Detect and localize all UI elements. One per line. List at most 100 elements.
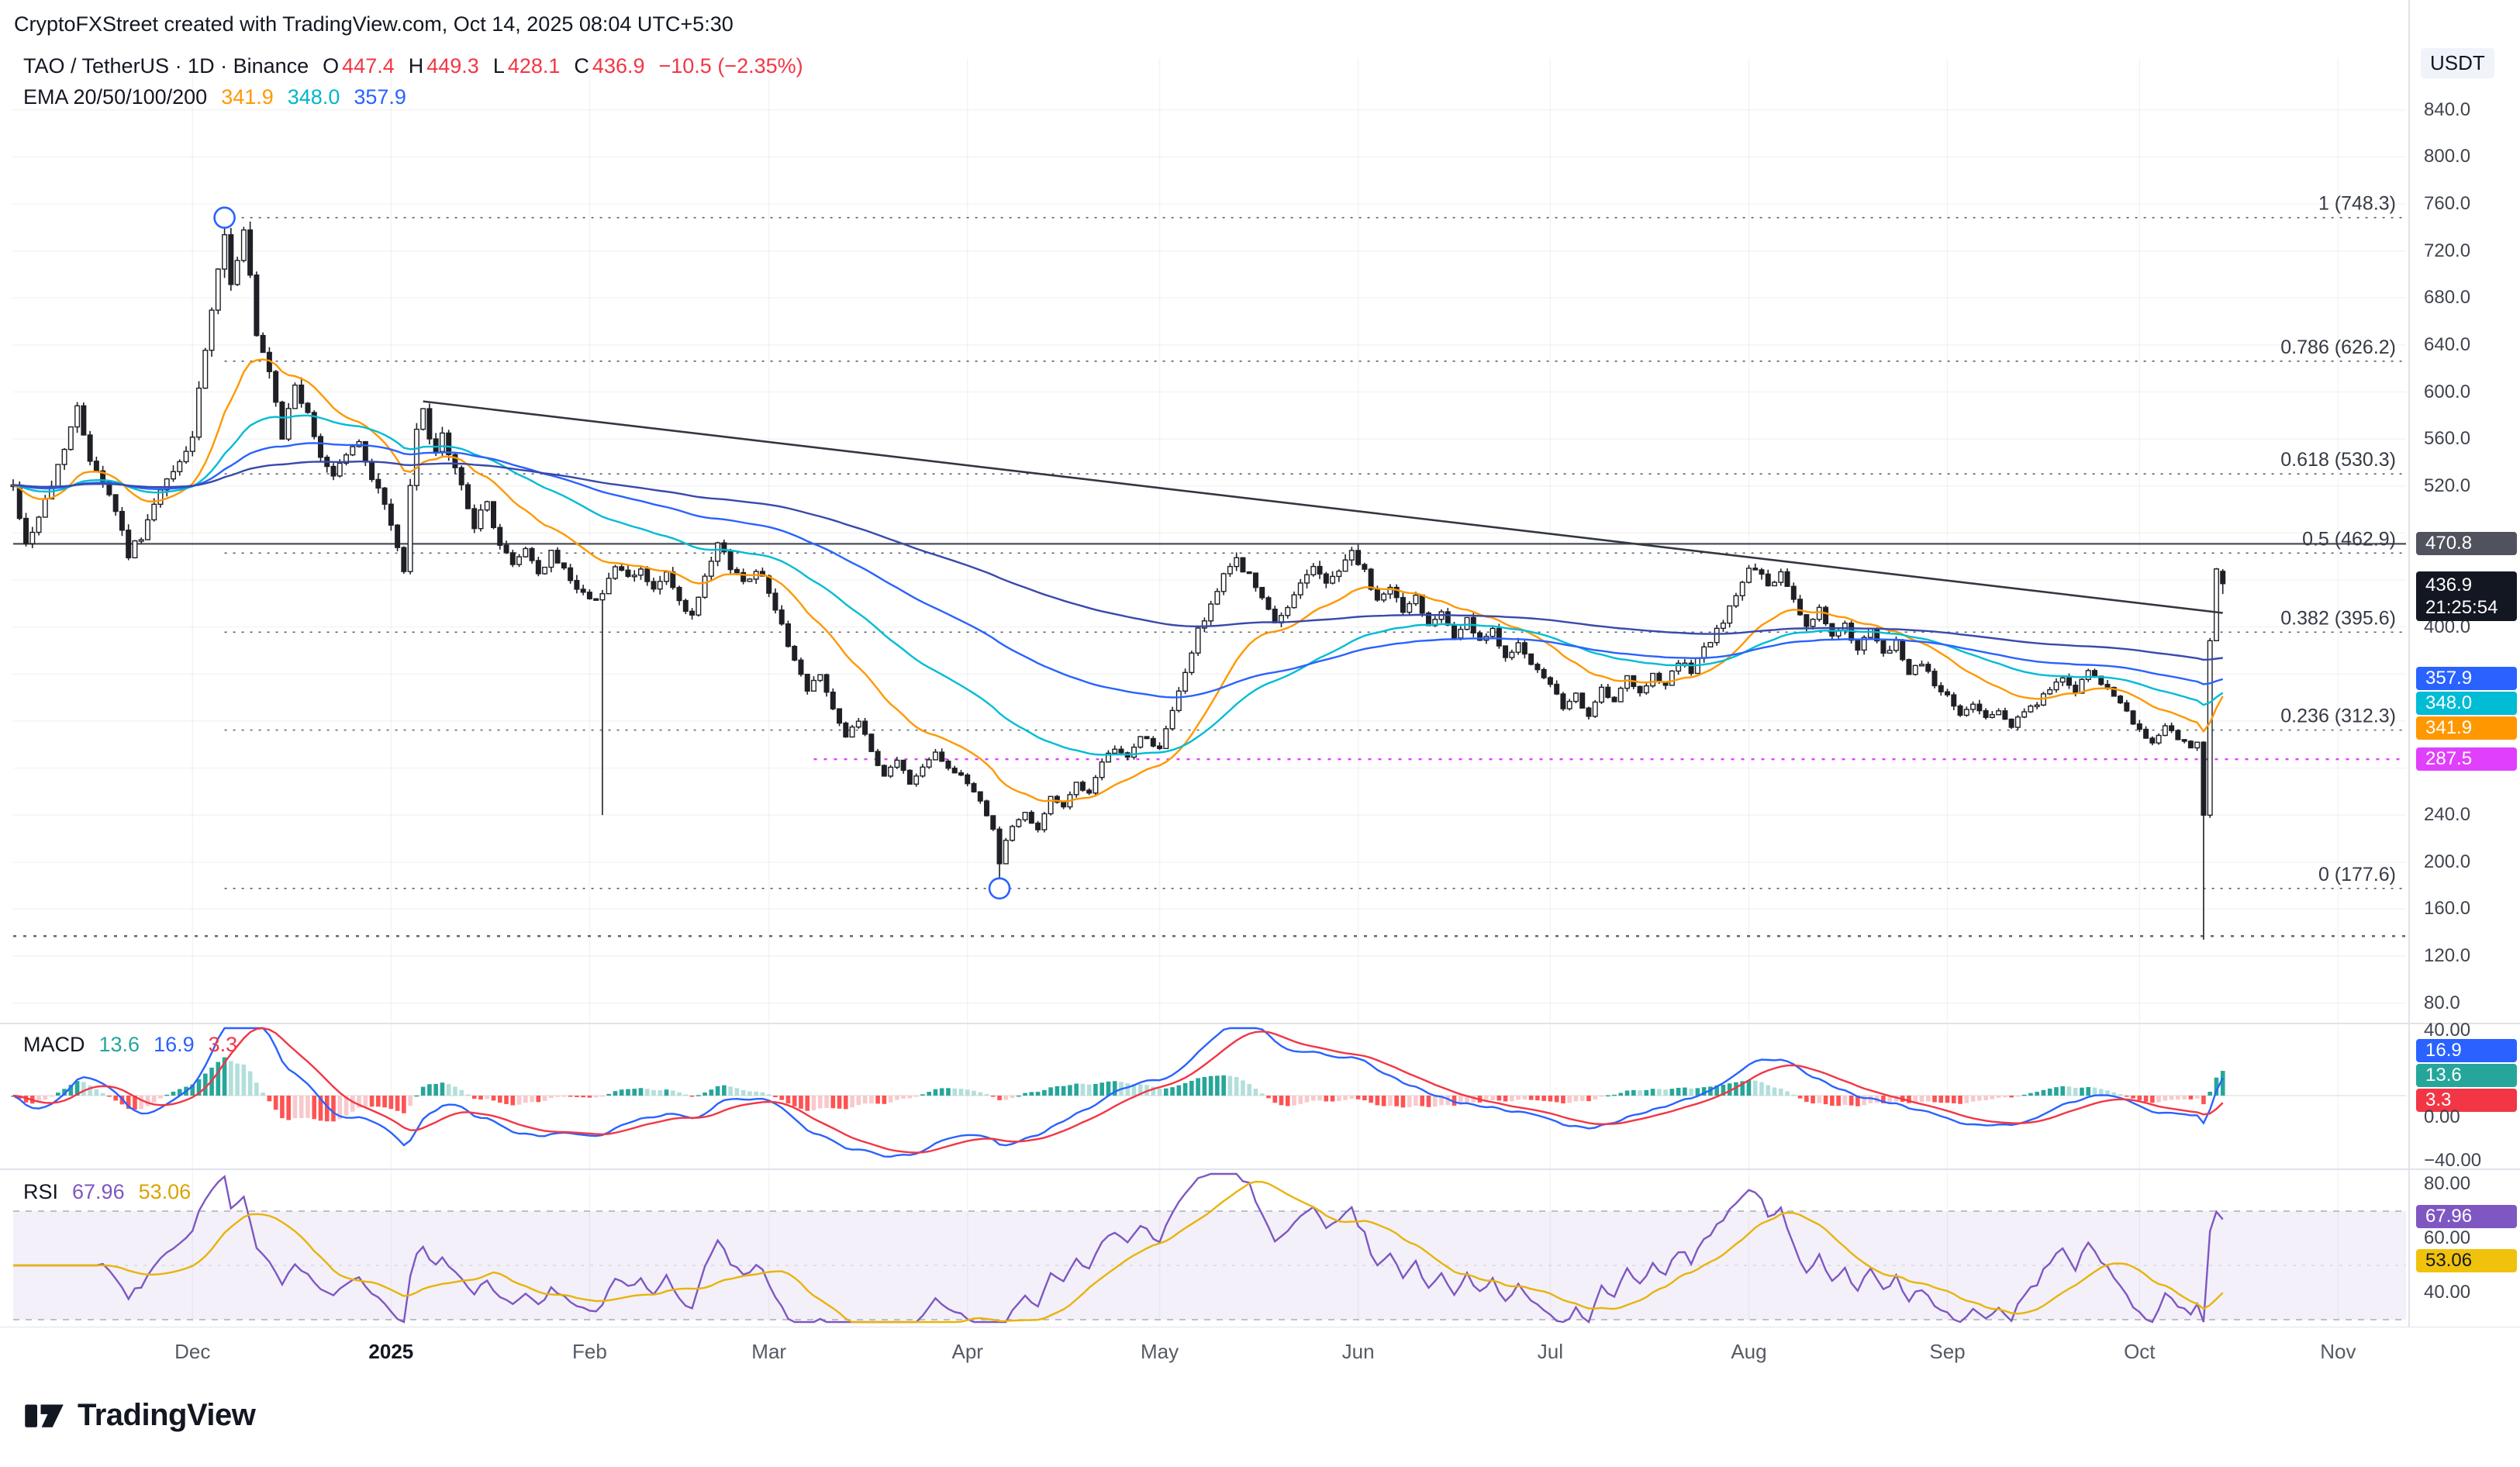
time-axis[interactable]: Dec 2025 Feb Mar Apr May Jun Jul Aug Sep Oct Nov [0, 1327, 2520, 1382]
rsi-tick-label: 80.00 [2424, 1173, 2471, 1194]
fib-level-label: 0.236 (312.3) [2280, 706, 2396, 727]
ema100-price-label: 357.9 [2416, 667, 2517, 690]
symbol-legend: TAO / TetherUS · 1D · Binance O 447.4 H 44… [23, 54, 803, 78]
ohlc-low-label: L [492, 54, 505, 78]
fib-level-label: 0 (177.6) [2318, 864, 2396, 885]
price-tick-label: 680.0 [2424, 287, 2471, 309]
ema50-legend-value: 348.0 [287, 85, 340, 109]
bar-countdown: 21:25:54 [2425, 596, 2498, 618]
ohlc-high: H 449.3 [409, 54, 479, 78]
price-tick-label: 80.0 [2424, 992, 2460, 1013]
ema200-line [12, 461, 2223, 661]
time-axis-label-may: May [1140, 1340, 1179, 1363]
price-tick-label: 760.0 [2424, 192, 2471, 214]
descending-trendline[interactable] [423, 400, 2223, 614]
rsi-legend-label[interactable]: RSI [23, 1180, 59, 1203]
time-axis-label-jun: Jun [1341, 1340, 1375, 1363]
price-tick-label: 840.0 [2424, 98, 2471, 120]
price-tick-label: 240.0 [2424, 804, 2471, 826]
ema100-legend-value: 357.9 [354, 85, 406, 109]
fib-anchor-marker[interactable] [213, 206, 236, 230]
rsi-ma-scale-label: 53.06 [2416, 1249, 2517, 1273]
time-axis-label-sep: Sep [1929, 1340, 1966, 1363]
price-tick-label: 200.0 [2424, 851, 2471, 872]
price-tick-label: 800.0 [2424, 146, 2471, 167]
macd-histogram [11, 1057, 2225, 1122]
ohlc-low: L 428.1 [493, 54, 561, 78]
fib-level-label: 1 (748.3) [2318, 193, 2396, 215]
time-axis-label-apr: Apr [951, 1340, 983, 1363]
macd-line-scale-label: 16.9 [2416, 1039, 2517, 1062]
price-tick-label: 640.0 [2424, 333, 2471, 355]
ohlc-change-value: −10.5 (−2.35%) [658, 54, 803, 78]
ema20-price-label: 341.9 [2416, 716, 2517, 740]
ohlc-open-label: O [323, 54, 340, 78]
time-axis-label-2025: 2025 [368, 1340, 414, 1363]
ohlc-high-label: H [408, 54, 424, 78]
time-axis-label-jul: Jul [1537, 1340, 1564, 1363]
credit-bar: CryptoFXStreet created with TradingView.… [14, 12, 734, 36]
ema100-line [12, 442, 2224, 699]
fib-labels-layer: 1 (748.3) 0.786 (626.2) 0.618 (530.3) 0.5 (… [2280, 193, 2396, 885]
tradingview-logo[interactable]: TradingView [23, 1397, 256, 1433]
price-tick-label: 560.0 [2424, 428, 2471, 450]
ohlc-close: C 436.9 [574, 54, 644, 78]
macd-line [12, 1027, 2224, 1158]
tradingview-logo-text: TradingView [78, 1397, 256, 1432]
last-price-label: 436.9 21:25:54 [2416, 571, 2517, 621]
price-tick-label: 520.0 [2424, 475, 2471, 496]
tradingview-logo-icon [25, 1404, 64, 1427]
macd-signal-legend-value: 3.3 [208, 1033, 238, 1056]
macd-hist-legend-value: 13.6 [98, 1033, 140, 1056]
ohlc-high-value: 449.3 [426, 54, 479, 78]
price-tick-label: 160.0 [2424, 898, 2471, 920]
fib-level-label: 0.5 (462.9) [2302, 528, 2396, 550]
last-price-value: 436.9 [2425, 574, 2473, 595]
macd-tick-label: −40.00 [2424, 1150, 2482, 1171]
grid-layer [13, 58, 2406, 1322]
ohlc-close-label: C [574, 54, 589, 78]
ema20-line [12, 358, 2224, 803]
ema-lines-layer [12, 358, 2224, 803]
price-line-label-470: 470.8 [2416, 532, 2517, 556]
macd-lines-layer [12, 1027, 2224, 1158]
symbol-title[interactable]: TAO / TetherUS · 1D · Binance [23, 54, 309, 78]
price-scale[interactable]: USDT 470.8 436.9 21:25:54 357.9 348.0 34… [2408, 0, 2520, 1327]
ohlc-open-value: 447.4 [342, 54, 395, 78]
fib-anchor-marker[interactable] [988, 877, 1011, 900]
ema20-legend-value: 341.9 [221, 85, 274, 109]
price-tick-label: 720.0 [2424, 240, 2471, 261]
price-tick-label: 600.0 [2424, 381, 2471, 402]
rsi-tick-label: 40.00 [2424, 1282, 2471, 1303]
rsi-scale-label: 67.96 [2416, 1205, 2517, 1229]
macd-tick-label: 40.00 [2424, 1020, 2471, 1041]
candles-layer[interactable] [10, 217, 2226, 940]
macd-hist-scale-label: 13.6 [2416, 1064, 2517, 1087]
macd-legend-label[interactable]: MACD [23, 1033, 85, 1056]
rsi-line [13, 1172, 2224, 1324]
macd-signal-line [12, 1027, 2224, 1154]
price-tick-label: 120.0 [2424, 945, 2471, 967]
fib-retracement-layer[interactable] [13, 216, 2406, 937]
rsi-legend: RSI 67.96 53.06 [23, 1180, 191, 1204]
time-axis-label-mar: Mar [751, 1340, 787, 1363]
ema50-line [12, 414, 2224, 756]
ohlc-open: O 447.4 [323, 54, 395, 78]
fib-level-label: 0.382 (395.6) [2280, 607, 2396, 629]
rsi-lines-layer [13, 1172, 2224, 1324]
macd-line-legend-value: 16.9 [154, 1033, 195, 1056]
ema50-price-label: 348.0 [2416, 692, 2517, 715]
price-scale-currency[interactable]: USDT [2421, 48, 2494, 78]
rsi-tick-label: 60.00 [2424, 1227, 2471, 1248]
ema-legend-label[interactable]: EMA 20/50/100/200 [23, 85, 208, 109]
fib-level-label: 0.618 (530.3) [2280, 449, 2396, 471]
macd-legend: MACD 13.6 16.9 3.3 [23, 1033, 237, 1057]
time-axis-label-dec: Dec [174, 1340, 211, 1363]
time-axis-label-aug: Aug [1731, 1340, 1767, 1363]
rsi-ma-legend-value: 53.06 [138, 1180, 192, 1203]
time-axis-label-oct: Oct [2124, 1340, 2156, 1363]
ema-legend: EMA 20/50/100/200 341.9 348.0 357.9 [23, 85, 406, 109]
fib-level-label: 0.786 (626.2) [2280, 337, 2396, 358]
